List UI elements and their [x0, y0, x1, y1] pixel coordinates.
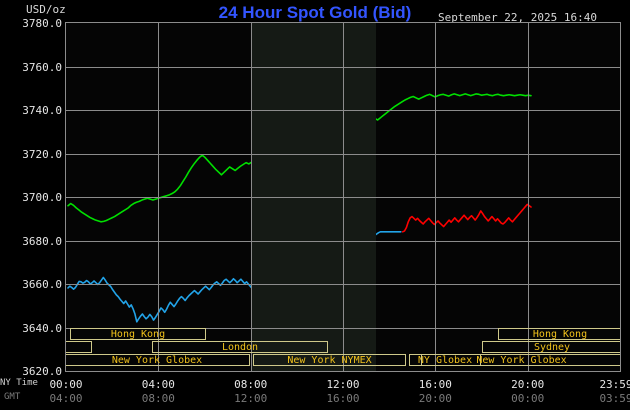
timestamp: September 22, 2025 16:40: [438, 11, 597, 24]
grid-line-vertical: [158, 23, 159, 371]
page-title: 24 Hour Spot Gold (Bid): [218, 3, 412, 22]
grid-line-vertical: [435, 23, 436, 371]
session-bar-label: New York NYMEX: [287, 355, 372, 366]
y-axis-tick-label: 3680.0: [22, 234, 62, 248]
x-axis-tick-gmt: 04:00: [49, 392, 83, 405]
x-axis-tick-ny: 16:00: [418, 378, 452, 391]
grid-line-vertical: [251, 23, 252, 371]
session-bar-label: Hong Kong: [532, 329, 588, 340]
session-bar: [482, 341, 620, 353]
session-bar-label: Hong Kong: [110, 329, 166, 340]
x-axis-row-label-gmt: GMT: [4, 392, 21, 402]
x-axis-tick-ny: 23:59: [599, 378, 630, 391]
session-bar: [498, 328, 620, 340]
x-axis-tick-gmt: 08:00: [141, 392, 175, 405]
x-axis-row-label-ny: NY Time: [0, 378, 38, 388]
x-axis-tick-gmt: 12:00: [234, 392, 268, 405]
y-axis-tick-label: 3660.0: [22, 278, 62, 291]
grid-line-vertical: [343, 23, 344, 371]
session-bar-label: London: [221, 342, 259, 353]
x-axis-tick-ny: 20:00: [511, 378, 545, 391]
plot-area: Hong Kong London New York Globex New York N…: [65, 22, 621, 372]
y-axis-tick-label: 3760.0: [22, 60, 62, 74]
x-axis-tick-gmt: 20:00: [418, 392, 452, 405]
series-line-sunday: [401, 203, 532, 233]
x-axis-tick-ny: 00:00: [49, 378, 83, 391]
y-axis-tick-label: 3780.0: [22, 17, 62, 30]
session-bar-label: Sydney: [533, 342, 571, 353]
session-bar-label: New York Globex: [111, 355, 203, 366]
y-axis-tick-label: 3720.0: [22, 147, 62, 161]
x-axis-tick-gmt: 03:59: [599, 392, 630, 405]
x-axis-tick-ny: 08:00: [234, 378, 268, 391]
x-axis-tick-gmt: 00:00: [511, 392, 545, 405]
session-bar: [66, 354, 250, 366]
session-bar-label: NY Globex: [417, 355, 473, 366]
y-axis-unit-label: USD/oz: [26, 3, 66, 16]
session-bar-label: New York Globex: [476, 355, 567, 366]
x-axis-tick-ny: 04:00: [141, 378, 175, 391]
session-bar: [152, 341, 328, 353]
y-axis-tick-label: 3740.0: [22, 104, 62, 117]
grid-line-vertical: [528, 23, 529, 371]
y-axis-tick-label: 3640.0: [22, 321, 62, 335]
session-bar: [253, 354, 406, 366]
x-axis-tick-gmt: 16:00: [326, 392, 360, 405]
y-axis-tick-label: 3620.0: [22, 365, 62, 378]
session-bar: [66, 341, 92, 353]
session-bar: [421, 354, 620, 366]
x-axis-tick-ny: 12:00: [326, 378, 360, 391]
session-bar: [70, 328, 206, 340]
y-axis-tick-label: 3700.0: [22, 191, 62, 204]
